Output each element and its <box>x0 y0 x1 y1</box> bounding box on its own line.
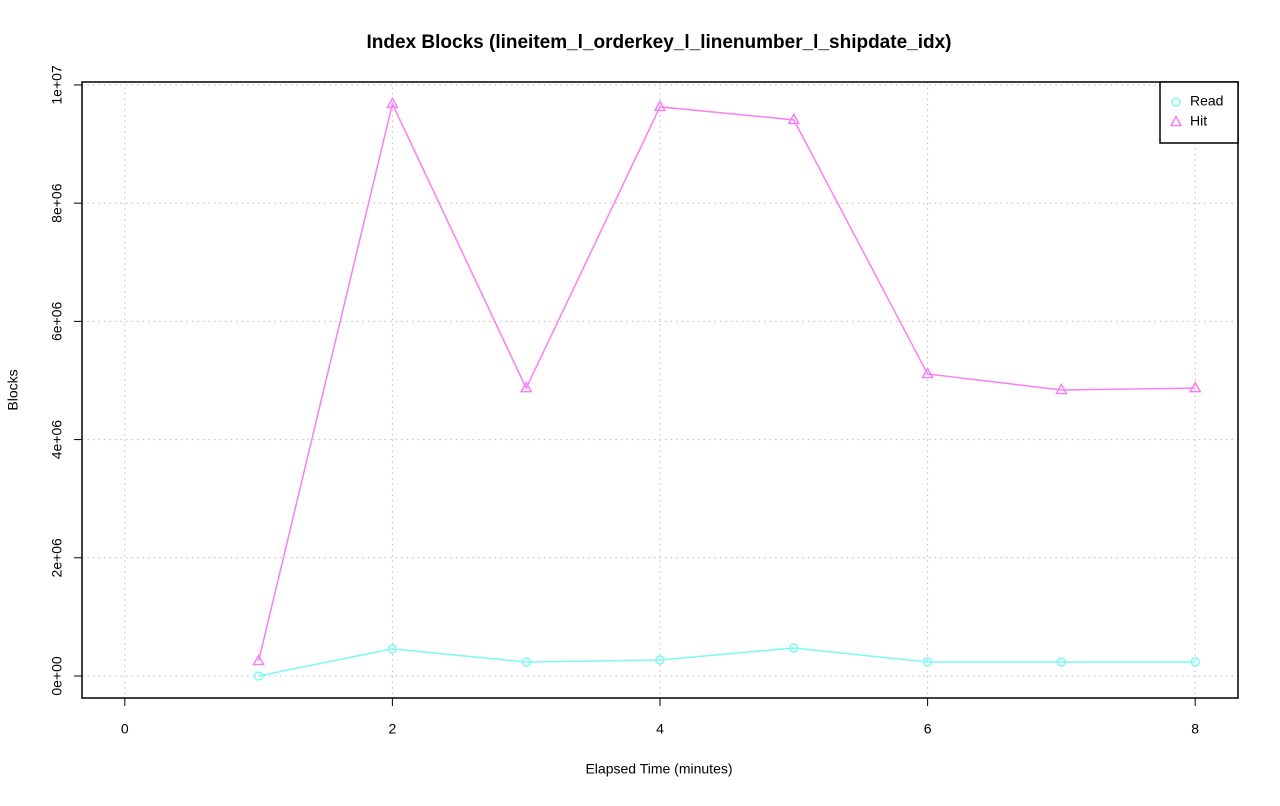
series-line <box>258 647 1196 677</box>
y-tick-label: 1e+07 <box>49 65 65 105</box>
y-tick-label: 4e+06 <box>49 420 65 460</box>
data-point <box>789 643 799 653</box>
y-tick-label: 2e+06 <box>49 538 65 578</box>
data-point <box>787 112 801 125</box>
chart-title: Index Blocks (lineitem_l_orderkey_l_line… <box>367 32 952 53</box>
series-line <box>257 101 1196 662</box>
data-point <box>252 653 265 666</box>
legend-label: Read <box>1190 93 1223 109</box>
legend-marker <box>1171 97 1181 107</box>
legend-marker <box>1169 114 1183 127</box>
data-point <box>1056 657 1067 667</box>
legend-label: Hit <box>1190 113 1207 129</box>
data-point <box>655 655 665 665</box>
data-point <box>921 366 934 379</box>
data-point <box>519 381 533 393</box>
x-tick-label: 6 <box>924 721 932 737</box>
y-axis-label: Blocks <box>5 369 21 410</box>
x-tick-label: 2 <box>389 721 397 737</box>
data-point <box>521 657 531 667</box>
data-point <box>922 657 933 667</box>
y-tick-label: 8e+06 <box>49 183 65 223</box>
data-point <box>387 644 398 654</box>
x-tick-label: 4 <box>656 721 664 737</box>
data-point <box>386 96 399 109</box>
data-point <box>1055 382 1068 395</box>
y-tick-label: 0e+00 <box>49 656 65 696</box>
plot-frame <box>81 81 1239 699</box>
y-tick-label: 6e+06 <box>49 302 65 342</box>
data-point <box>653 99 667 112</box>
x-axis-label: Elapsed Time (minutes) <box>585 761 732 777</box>
x-tick-label: 0 <box>121 721 129 737</box>
data-point <box>1190 657 1200 667</box>
data-point <box>253 671 264 681</box>
legend-box <box>1159 81 1239 144</box>
x-tick-label: 8 <box>1191 721 1199 737</box>
data-point <box>1188 381 1202 393</box>
